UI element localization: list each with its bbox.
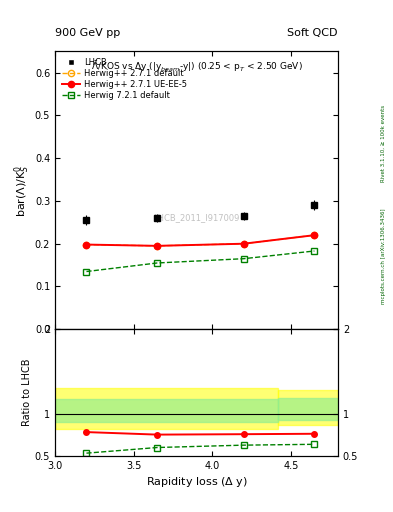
Text: mcplots.cern.ch [arXiv:1306.3436]: mcplots.cern.ch [arXiv:1306.3436] bbox=[381, 208, 386, 304]
Y-axis label: bar($\Lambda$)/K$^0_S$: bar($\Lambda$)/K$^0_S$ bbox=[13, 164, 32, 217]
Text: LHCB_2011_I917009: LHCB_2011_I917009 bbox=[153, 214, 240, 223]
Bar bbox=[55, 388, 278, 429]
Text: $\bar{\Lambda}$/KOS vs $\Delta$y (|y$_{beam}$-y|) (0.25 < p$_{T}$ < 2.50 GeV): $\bar{\Lambda}$/KOS vs $\Delta$y (|y$_{b… bbox=[91, 59, 302, 74]
X-axis label: Rapidity loss ($\Delta$ y): Rapidity loss ($\Delta$ y) bbox=[145, 475, 248, 489]
Bar bbox=[278, 390, 338, 424]
Legend: LHCB, Herwig++ 2.7.1 default, Herwig++ 2.7.1 UE-EE-5, Herwig 7.2.1 default: LHCB, Herwig++ 2.7.1 default, Herwig++ 2… bbox=[59, 55, 190, 102]
Text: 900 GeV pp: 900 GeV pp bbox=[55, 28, 120, 38]
Text: Soft QCD: Soft QCD bbox=[288, 28, 338, 38]
Text: Rivet 3.1.10, ≥ 100k events: Rivet 3.1.10, ≥ 100k events bbox=[381, 105, 386, 182]
Y-axis label: Ratio to LHCB: Ratio to LHCB bbox=[22, 359, 32, 426]
Bar bbox=[278, 397, 338, 420]
Bar bbox=[55, 399, 278, 422]
